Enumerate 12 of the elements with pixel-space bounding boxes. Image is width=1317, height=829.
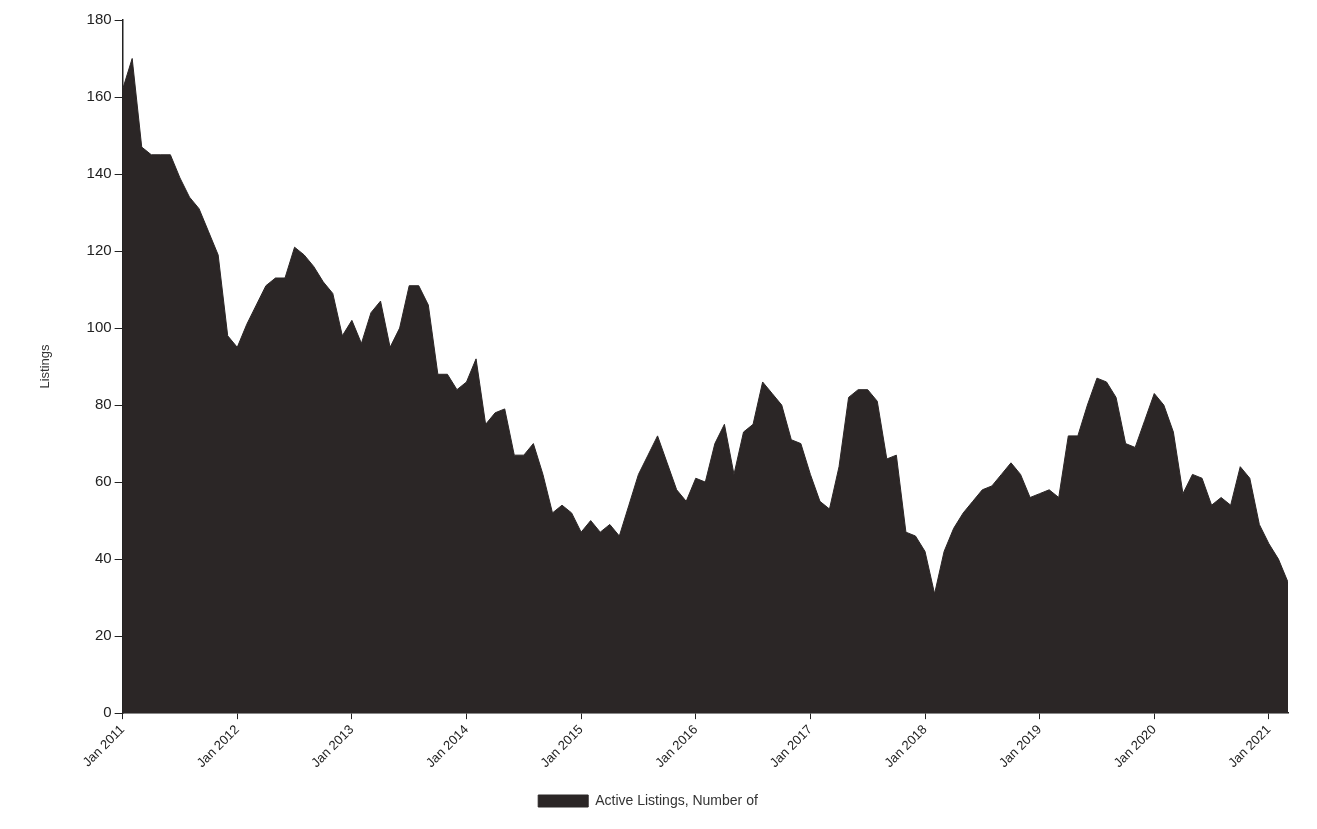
- y-tick-label: 80: [94, 395, 112, 413]
- y-tick-label: 160: [86, 87, 112, 105]
- legend-label: Active Listings, Number of: [595, 791, 758, 808]
- y-tick-label: 0: [103, 703, 112, 721]
- y-tick-label: 180: [86, 10, 112, 28]
- y-tick-label: 20: [94, 626, 112, 644]
- y-tick-label: 100: [86, 318, 112, 336]
- y-tick-label: 40: [94, 549, 112, 567]
- y-tick-label: 120: [86, 241, 112, 259]
- y-axis-title: Listings: [37, 344, 53, 389]
- y-tick-label: 60: [94, 472, 112, 490]
- y-tick-label: 140: [86, 164, 112, 182]
